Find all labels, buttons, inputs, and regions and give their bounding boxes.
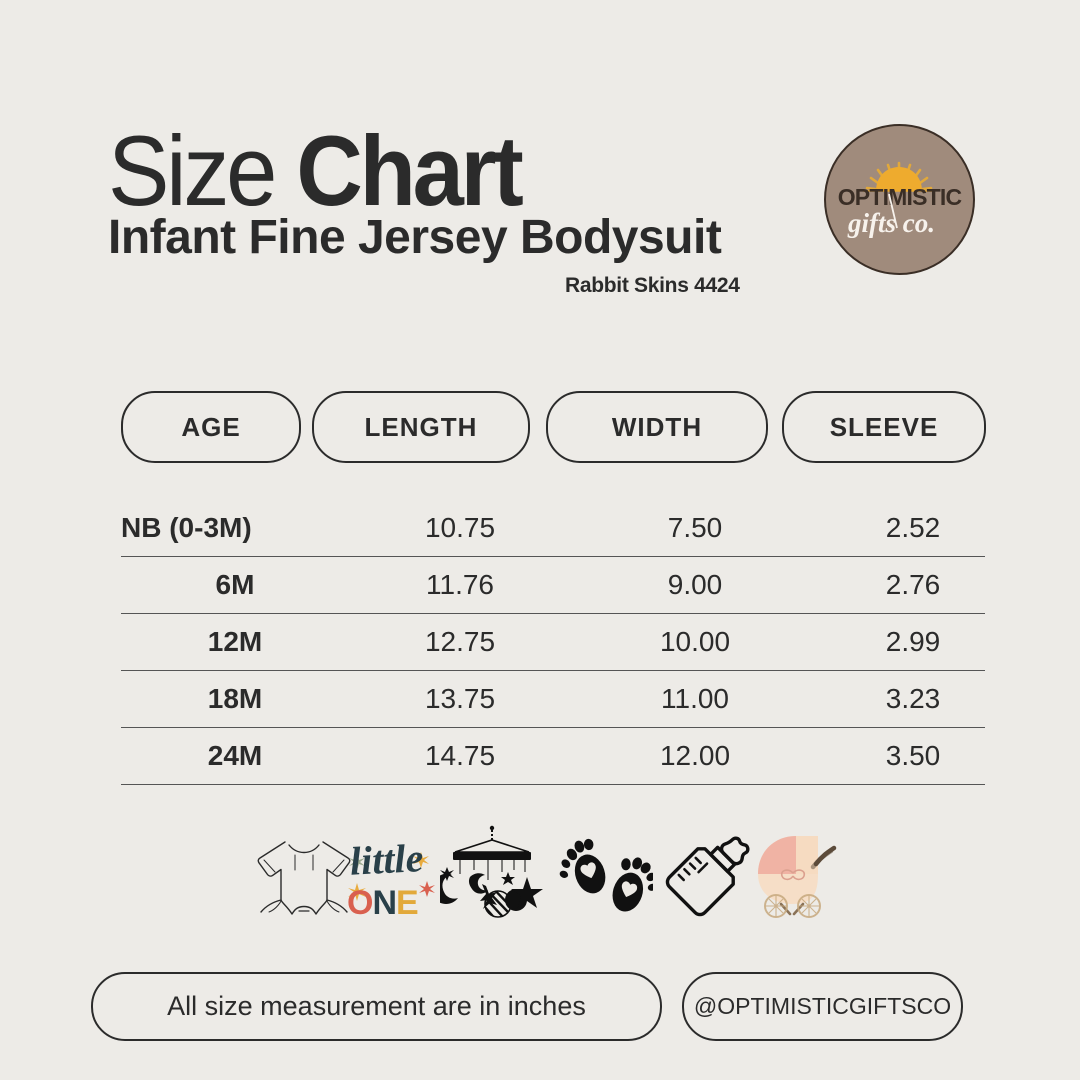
svg-text:ONE: ONE [347,884,418,920]
svg-text:little: little [349,835,425,884]
svg-text:gifts co.: gifts co. [847,208,935,238]
